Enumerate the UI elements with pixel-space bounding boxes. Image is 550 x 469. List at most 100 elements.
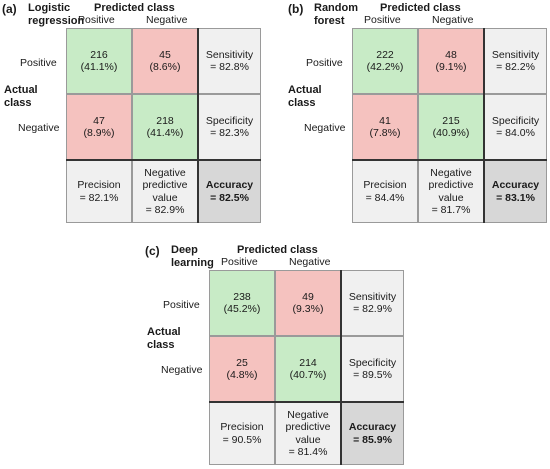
model-name: Deep learning xyxy=(171,244,214,270)
grid-divider-horizontal xyxy=(352,159,547,161)
npv-label-line2: predictive xyxy=(428,179,474,191)
actual-class-line1: Actual xyxy=(288,84,322,96)
sensitivity-value: = 82.2% xyxy=(496,61,535,73)
true-negative-count: 214 xyxy=(299,356,317,369)
accuracy-cell: Accuracy = 82.5% xyxy=(198,160,261,223)
precision-value: = 82.1% xyxy=(79,191,119,204)
true-negative-cell: 218 (41.4%) xyxy=(132,94,198,160)
model-name: Random forest xyxy=(314,2,358,28)
false-positive-cell: 25 (4.8%) xyxy=(209,336,275,402)
predicted-class-title: Predicted class xyxy=(380,2,461,14)
grid-divider-horizontal xyxy=(209,401,404,403)
specificity-value: = 89.5% xyxy=(353,369,392,381)
sensitivity-label: Sensitivity xyxy=(348,290,397,303)
false-negative-count: 48 xyxy=(445,48,457,61)
npv-label-line1: Negative xyxy=(287,408,329,421)
specificity-label: Specificity xyxy=(491,114,540,127)
column-header-positive: Positive xyxy=(221,256,258,268)
true-negative-count: 215 xyxy=(442,114,460,127)
specificity-cell: Specificity = 82.3% xyxy=(198,94,261,160)
actual-class-label: Actual class xyxy=(4,84,38,110)
accuracy-label: Accuracy xyxy=(491,179,540,191)
npv-label-line1: Negative xyxy=(430,166,472,179)
precision-cell: Precision = 82.1% xyxy=(66,160,132,223)
false-positive-percent: (8.9%) xyxy=(83,127,115,139)
true-negative-percent: (40.7%) xyxy=(289,369,327,381)
true-positive-percent: (41.1%) xyxy=(80,61,118,73)
model-name-line1: Random xyxy=(314,2,358,14)
actual-class-line2: class xyxy=(288,97,316,109)
false-negative-count: 45 xyxy=(159,48,171,61)
true-positive-cell: 216 (41.1%) xyxy=(66,28,132,94)
false-positive-percent: (4.8%) xyxy=(226,369,258,381)
true-negative-count: 218 xyxy=(156,114,174,127)
precision-cell: Precision = 90.5% xyxy=(209,402,275,465)
confusion-matrix-panel-b: (b) Random forest Predicted class Positi… xyxy=(286,0,550,223)
actual-class-label: Actual class xyxy=(147,326,181,352)
model-name-line1: Logistic xyxy=(28,2,71,14)
false-positive-cell: 41 (7.8%) xyxy=(352,94,418,160)
grid-divider-vertical xyxy=(340,270,342,465)
accuracy-value: = 85.9% xyxy=(353,433,392,446)
column-header-negative: Negative xyxy=(146,14,188,26)
matrix-grid: 238 (45.2%) 49 (9.3%) Sensitivity = 82.9… xyxy=(209,270,404,465)
row-header-negative: Negative xyxy=(304,122,346,134)
model-name-line1: Deep xyxy=(171,244,198,256)
specificity-cell: Specificity = 84.0% xyxy=(484,94,547,160)
npv-label-line2: predictive xyxy=(142,179,188,191)
sensitivity-value: = 82.9% xyxy=(353,303,392,315)
confusion-matrix-panel-c: (c) Deep learning Predicted class Positi… xyxy=(143,242,408,465)
false-negative-cell: 48 (9.1%) xyxy=(418,28,484,94)
true-negative-cell: 214 (40.7%) xyxy=(275,336,341,402)
accuracy-value: = 83.1% xyxy=(496,191,535,204)
sensitivity-cell: Sensitivity = 82.8% xyxy=(198,28,261,94)
specificity-value: = 82.3% xyxy=(210,127,249,139)
model-name-line2: forest xyxy=(314,15,345,27)
true-positive-cell: 222 (42.2%) xyxy=(352,28,418,94)
false-positive-count: 25 xyxy=(236,356,248,369)
true-positive-count: 238 xyxy=(233,290,251,303)
npv-label-line2: predictive xyxy=(285,421,331,433)
model-name-line2: learning xyxy=(171,257,214,269)
sensitivity-label: Sensitivity xyxy=(205,48,254,61)
model-name-line2: regression xyxy=(28,15,85,27)
npv-cell: Negative predictive value = 81.7% xyxy=(418,160,484,223)
true-negative-percent: (41.4%) xyxy=(146,127,184,139)
npv-label-line3: value xyxy=(438,191,464,204)
actual-class-line2: class xyxy=(147,339,175,351)
row-header-negative: Negative xyxy=(18,122,60,134)
accuracy-value: = 82.5% xyxy=(210,191,249,204)
true-negative-percent: (40.9%) xyxy=(432,127,470,139)
false-negative-percent: (9.1%) xyxy=(435,61,467,73)
false-positive-percent: (7.8%) xyxy=(369,127,401,139)
column-header-negative: Negative xyxy=(432,14,474,26)
npv-value: = 81.4% xyxy=(288,446,328,458)
precision-label: Precision xyxy=(77,179,121,191)
true-positive-percent: (45.2%) xyxy=(223,303,261,315)
false-negative-percent: (9.3%) xyxy=(292,303,324,315)
panel-label: (a) xyxy=(2,2,17,16)
sensitivity-label: Sensitivity xyxy=(491,48,540,61)
matrix-grid: 216 (41.1%) 45 (8.6%) Sensitivity = 82.8… xyxy=(66,28,261,223)
row-header-positive: Positive xyxy=(163,299,200,311)
precision-label: Precision xyxy=(363,179,407,191)
precision-value: = 84.4% xyxy=(365,191,405,204)
column-header-negative: Negative xyxy=(289,256,331,268)
column-header-positive: Positive xyxy=(78,14,115,26)
sensitivity-value: = 82.8% xyxy=(210,61,249,73)
false-positive-cell: 47 (8.9%) xyxy=(66,94,132,160)
false-negative-cell: 49 (9.3%) xyxy=(275,270,341,336)
npv-label-line3: value xyxy=(152,191,178,204)
row-header-positive: Positive xyxy=(20,57,57,69)
predicted-class-title: Predicted class xyxy=(237,244,318,256)
grid-divider-vertical xyxy=(197,28,199,223)
true-positive-percent: (42.2%) xyxy=(366,61,404,73)
specificity-value: = 84.0% xyxy=(496,127,535,139)
npv-value: = 81.7% xyxy=(431,204,471,216)
confusion-matrix-panel-a: (a) Logistic regression Predicted class … xyxy=(0,0,265,223)
model-name: Logistic regression xyxy=(28,2,84,28)
true-positive-count: 216 xyxy=(90,48,108,61)
precision-value: = 90.5% xyxy=(222,433,262,446)
npv-label-line1: Negative xyxy=(144,166,186,179)
false-positive-count: 41 xyxy=(379,114,391,127)
